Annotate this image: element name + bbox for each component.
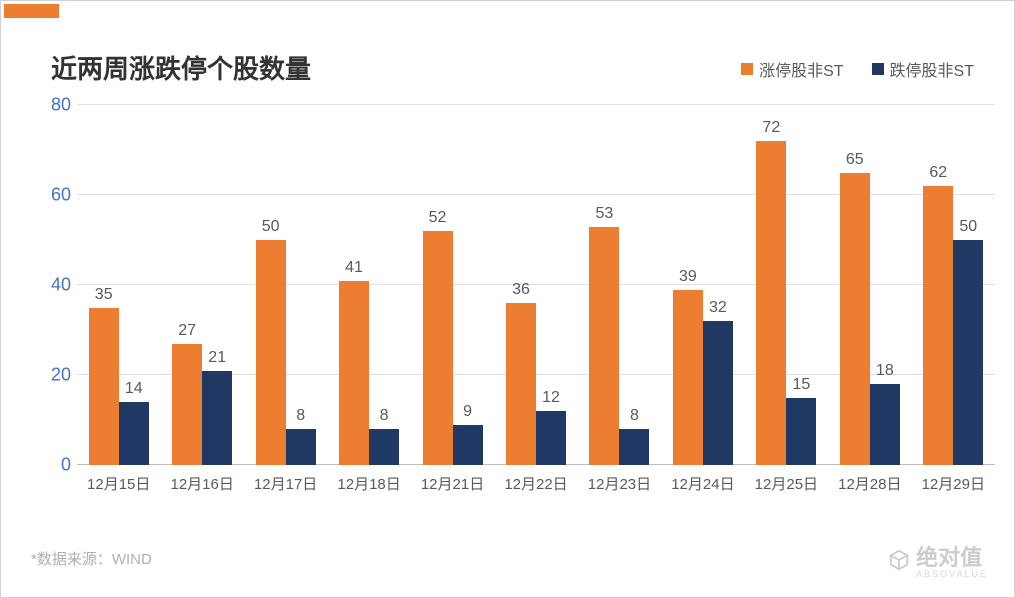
bar	[619, 429, 649, 465]
x-tick-label: 12月16日	[170, 473, 233, 494]
accent-tab	[4, 4, 59, 18]
bar	[870, 384, 900, 465]
bar	[423, 231, 453, 465]
bar	[286, 429, 316, 465]
chart-plot: 020406080 351427215084185293612538393272…	[35, 105, 995, 465]
x-tick-label: 12月24日	[671, 473, 734, 494]
bar	[589, 227, 619, 466]
legend: 涨停股非ST 跌停股非ST	[741, 57, 974, 81]
y-axis: 020406080	[35, 105, 75, 465]
x-tick-label: 12月23日	[588, 473, 651, 494]
x-tick-label: 12月25日	[755, 473, 818, 494]
bar-value-label: 27	[167, 322, 207, 340]
bar	[536, 411, 566, 465]
bar	[256, 240, 286, 465]
legend-label: 跌停股非ST	[890, 57, 974, 81]
bar-value-label: 9	[448, 403, 488, 421]
y-tick-label: 0	[35, 455, 71, 476]
legend-swatch	[741, 63, 753, 75]
bar-value-label: 39	[668, 268, 708, 286]
x-tick-label: 12月15日	[87, 473, 150, 494]
bar-value-label: 8	[614, 407, 654, 425]
bar	[506, 303, 536, 465]
bar-value-label: 36	[501, 281, 541, 299]
bar-value-label: 8	[281, 407, 321, 425]
bar-value-label: 21	[197, 349, 237, 367]
x-tick-label: 12月17日	[254, 473, 317, 494]
watermark: 绝对值 ABSOVALUE	[888, 540, 988, 579]
bar	[953, 240, 983, 465]
legend-label: 涨停股非ST	[759, 57, 843, 81]
y-tick-label: 60	[35, 185, 71, 206]
bar-value-label: 53	[584, 205, 624, 223]
chart-title: 近两周涨跌停个股数量	[51, 49, 311, 86]
bar	[786, 398, 816, 466]
bar-value-label: 8	[364, 407, 404, 425]
watermark-text: 绝对值	[916, 545, 982, 570]
data-source: *数据来源：WIND	[31, 548, 152, 569]
bar	[453, 425, 483, 466]
bar-value-label: 52	[418, 209, 458, 227]
bar-value-label: 50	[251, 218, 291, 236]
y-tick-label: 40	[35, 275, 71, 296]
x-tick-label: 12月29日	[922, 473, 985, 494]
bar-value-label: 62	[918, 164, 958, 182]
x-tick-label: 12月18日	[337, 473, 400, 494]
bar-value-label: 14	[114, 380, 154, 398]
bar	[202, 371, 232, 466]
legend-item: 涨停股非ST	[741, 57, 843, 81]
legend-item: 跌停股非ST	[872, 57, 974, 81]
bars-area: 35 14 27 21 50 8 41 8 52 9 36 12 53 8 39 32 72 15 65 18 62 50	[77, 105, 995, 465]
bar	[369, 429, 399, 465]
source-prefix: *数据来源：	[31, 551, 112, 568]
bar-value-label: 32	[698, 299, 738, 317]
bar-value-label: 50	[948, 218, 988, 236]
bar-value-label: 65	[835, 151, 875, 169]
bar	[339, 281, 369, 466]
bar-value-label: 41	[334, 259, 374, 277]
source-value: WIND	[112, 551, 152, 568]
x-axis-labels: 12月15日 12月16日 12月17日 12月18日 12月21日 12月22日 12月2…	[77, 473, 995, 497]
bar-value-label: 15	[781, 376, 821, 394]
cube-icon	[888, 549, 910, 571]
watermark-sub: ABSOVALUE	[916, 569, 988, 579]
x-tick-label: 12月22日	[504, 473, 567, 494]
bar	[703, 321, 733, 465]
bar	[756, 141, 786, 465]
watermark-text-wrap: 绝对值 ABSOVALUE	[916, 540, 988, 579]
bar-value-label: 72	[751, 119, 791, 137]
bar	[119, 402, 149, 465]
y-tick-label: 20	[35, 365, 71, 386]
legend-swatch	[872, 63, 884, 75]
x-tick-label: 12月28日	[838, 473, 901, 494]
bar-value-label: 12	[531, 389, 571, 407]
bar	[840, 173, 870, 466]
y-tick-label: 80	[35, 95, 71, 116]
x-tick-label: 12月21日	[421, 473, 484, 494]
bar-value-label: 35	[84, 286, 124, 304]
bar-value-label: 18	[865, 362, 905, 380]
